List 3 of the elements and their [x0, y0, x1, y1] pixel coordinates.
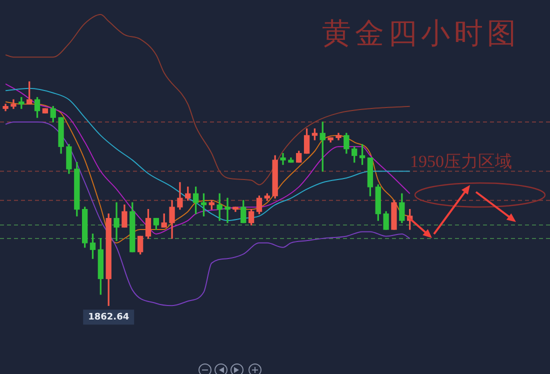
chart-title: 黄金四小时图 — [322, 17, 520, 52]
annotation: 1862.64 — [88, 312, 130, 322]
annotation: 1950压力区域 — [410, 151, 512, 173]
